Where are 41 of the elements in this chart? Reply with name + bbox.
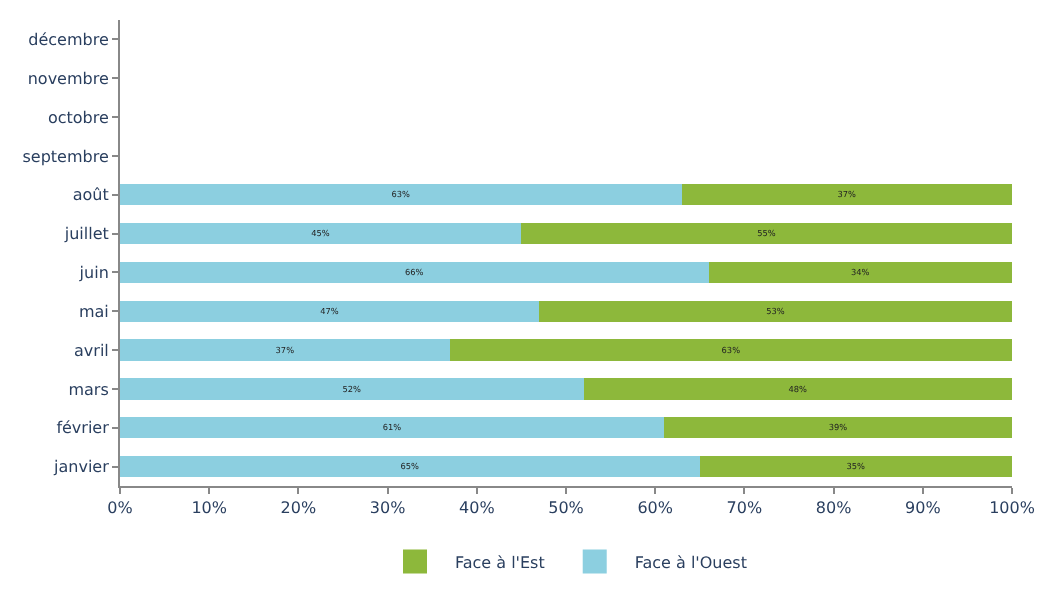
y-tick-label: janvier xyxy=(52,458,111,477)
x-tick-label: 70% xyxy=(726,499,763,518)
x-tick-label: 80% xyxy=(815,499,853,518)
bar xyxy=(699,455,1012,478)
bar xyxy=(450,339,1012,361)
bar xyxy=(681,184,1012,206)
x-tick-label: 60% xyxy=(637,499,674,518)
y-tick-label: février xyxy=(56,419,111,438)
bar xyxy=(120,300,540,322)
y-tick-label: octobre xyxy=(47,108,109,127)
x-tick-label: 30% xyxy=(369,499,407,518)
bar xyxy=(539,300,1012,322)
bar xyxy=(664,417,1012,439)
x-tick-label: 20% xyxy=(280,499,317,518)
bar xyxy=(120,184,682,206)
bar xyxy=(120,222,522,245)
y-tick-label: juillet xyxy=(62,225,109,244)
bar xyxy=(120,378,584,400)
legend-label: Face à l'Est xyxy=(455,553,545,572)
y-tick-label: avril xyxy=(74,341,109,360)
bar xyxy=(583,378,1012,400)
y-tick-label: novembre xyxy=(27,69,109,88)
y-tick-label: août xyxy=(72,186,109,205)
x-tick-label: 40% xyxy=(459,499,496,518)
y-tick-label: septembre xyxy=(22,147,109,166)
y-tick-label: mai xyxy=(78,302,109,321)
x-tick-label: 0% xyxy=(107,499,134,518)
bar xyxy=(521,222,1012,245)
y-tick-label: mars xyxy=(68,380,109,399)
x-tick-label: 100% xyxy=(989,499,1036,518)
bar xyxy=(708,261,1012,284)
legend-label: Face à l'Ouest xyxy=(634,553,747,572)
bar xyxy=(120,417,665,439)
x-tick-label: 50% xyxy=(548,499,585,518)
y-tick-label: juin xyxy=(77,264,109,283)
bar xyxy=(120,261,709,284)
x-tick-label: 90% xyxy=(905,499,942,518)
y-tick-label: décembre xyxy=(28,31,109,50)
bar xyxy=(120,455,700,478)
x-tick-label: 10% xyxy=(191,499,228,518)
bar xyxy=(120,339,451,361)
